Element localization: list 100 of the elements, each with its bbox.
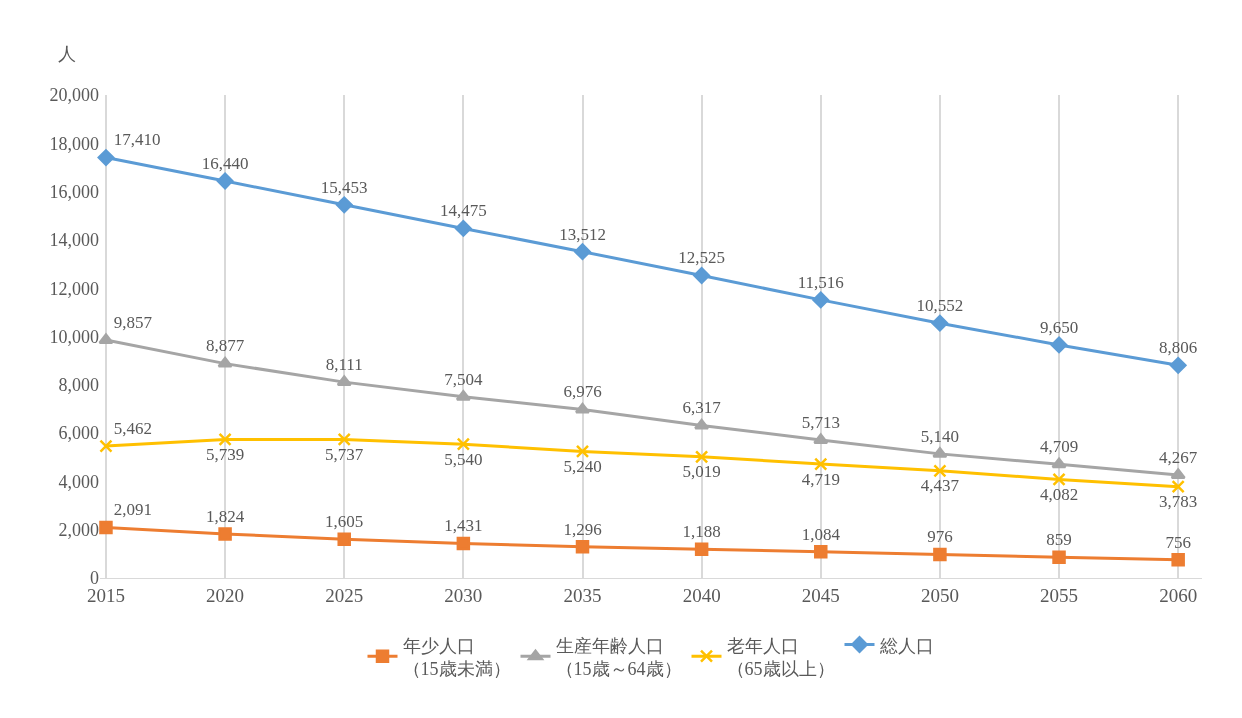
x-tick-label: 2045 [801,584,840,606]
point [933,547,947,562]
x-tick-label: 2025 [325,584,364,606]
data-label: 8,806 [1159,338,1198,358]
point [575,539,590,554]
data-label: 16,440 [201,153,249,173]
point [1051,457,1067,469]
point [218,527,232,541]
data-label: 6,317 [682,398,722,418]
data-label: 8,111 [325,354,363,374]
data-label: 4,719 [801,469,840,489]
x-tick-label: 2060 [1159,584,1198,606]
point [337,432,351,447]
data-label: 9,650 [1039,317,1079,337]
y-axis-title: 人 [58,44,76,64]
point [933,464,947,478]
point [694,418,710,430]
point [931,314,949,332]
point [1052,550,1066,565]
data-label: 17,410 [113,130,161,150]
data-label: 4,082 [1039,485,1079,505]
y-tick-label: 2,000 [58,520,99,540]
data-label: 859 [1046,530,1072,550]
data-label: 13,512 [559,224,606,244]
data-label: 5,739 [205,445,245,465]
data-label: 4,437 [920,476,960,496]
data-label: 976 [927,527,953,547]
x-tick-label: 2030 [444,584,483,606]
y-tick-label: 18,000 [49,133,99,154]
point [99,520,113,535]
point [454,220,472,237]
data-label: 11,516 [797,272,844,292]
point [456,437,471,451]
legend-label: 老年人口（65歳以上） [726,635,835,679]
data-label: 1,188 [682,522,721,542]
data-label: 1,296 [563,519,602,539]
legend-label: 生産年齢人口（15歳～64歳） [555,635,682,679]
point [694,450,709,464]
y-tick-label: 12,000 [49,278,99,299]
data-label: 5,140 [920,426,960,446]
legend-label: 総人口 [878,635,934,656]
point [814,457,828,471]
data-label: 5,540 [444,449,483,469]
data-label: 3,783 [1159,492,1198,512]
data-label: 4,267 [1159,447,1198,467]
data-label: 12,525 [678,248,726,268]
point [99,439,113,453]
point [693,267,711,284]
data-label: 8,877 [205,336,245,356]
y-tick-label: 4,000 [58,471,99,492]
data-label: 9,857 [113,312,153,332]
data-label: 5,462 [113,418,153,438]
y-tick-label: 14,000 [49,230,99,251]
data-label: 2,091 [113,500,153,520]
y-tick-label: 10,000 [49,326,99,347]
point [337,532,351,546]
y-tick-label: 16,000 [49,181,99,202]
data-label: 5,019 [682,462,721,482]
data-label: 1,084 [801,524,841,544]
y-tick-label: 8,000 [58,375,99,396]
data-label: 4,709 [1039,437,1079,457]
point [812,291,830,309]
y-tick-label: 6,000 [58,423,99,444]
data-label: 14,475 [439,201,487,221]
data-label: 1,824 [205,506,245,526]
point [1171,479,1185,494]
point [694,542,709,557]
x-tick-label: 2055 [1040,584,1079,606]
data-label: 5,240 [563,457,602,477]
point [217,356,233,368]
point [218,432,232,447]
point [813,433,829,445]
data-label: 1,431 [444,516,483,536]
point [814,545,828,559]
point [456,536,471,551]
point [575,444,590,459]
point [1171,552,1185,567]
data-label: 1,605 [325,512,364,532]
point [97,149,115,166]
point [1169,356,1187,374]
data-label: 756 [1165,532,1191,552]
point [574,243,591,261]
data-label: 15,453 [320,177,368,197]
x-tick-label: 2050 [920,584,959,606]
x-tick-label: 2020 [206,584,245,606]
data-label: 7,504 [444,369,483,389]
legend-label: 年少人口（15歳未満） [402,635,511,679]
point [216,172,234,190]
x-tick-label: 2035 [563,584,602,606]
point [1050,336,1068,354]
point [1052,472,1066,487]
x-tick-label: 2040 [682,584,721,606]
data-label: 5,737 [325,445,364,465]
point [574,402,591,414]
data-label: 10,552 [916,296,964,316]
data-label: 6,976 [563,382,602,402]
point [335,196,353,214]
data-label: 5,713 [801,412,840,432]
point [336,375,352,387]
y-tick-label: 20,000 [49,85,99,106]
